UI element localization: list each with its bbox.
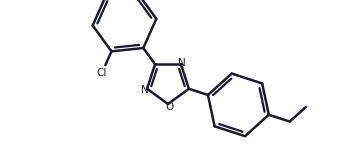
Text: Cl: Cl — [97, 68, 107, 78]
Text: N: N — [141, 85, 149, 95]
Text: N: N — [178, 58, 186, 68]
Text: O: O — [166, 102, 174, 112]
